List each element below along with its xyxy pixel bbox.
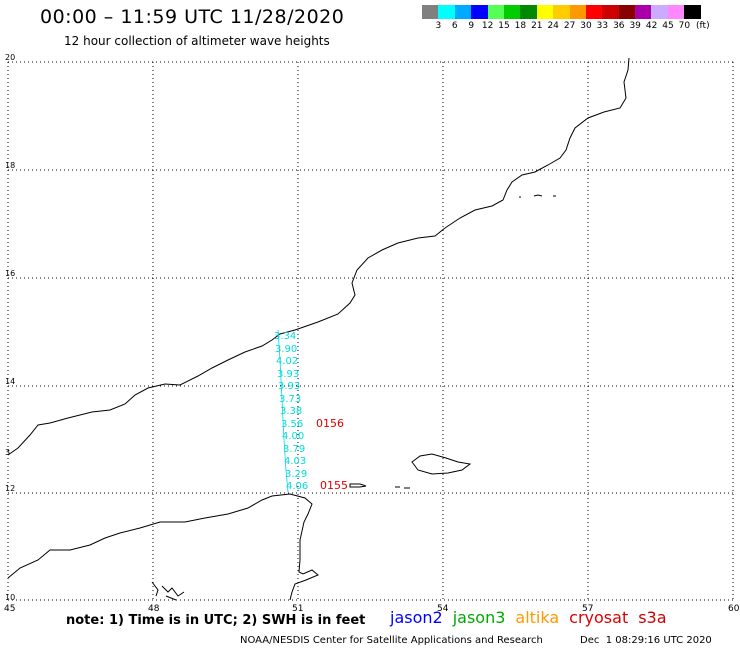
legend-swatch (602, 5, 619, 19)
legend-swatch (536, 5, 554, 19)
kuria-muria-islands (519, 194, 556, 198)
wave-height-value: 4.00 (282, 431, 304, 442)
legend-label: 45 (662, 21, 674, 31)
track-time-label: 0156 (316, 417, 344, 430)
lat-label-10: 10 (5, 593, 15, 602)
legend-label: 3 (435, 21, 442, 31)
legend-swatch (520, 5, 537, 19)
legend-swatch (651, 5, 668, 19)
altimeter-track (277, 329, 289, 493)
lon-label-57: 57 (582, 604, 593, 614)
legend-swatch (438, 5, 455, 19)
abd-al-kuri-island (349, 483, 367, 488)
lat-label-16: 16 (5, 269, 15, 278)
satellite-legend: jason2 jason3 altika cryosat s3a (390, 608, 677, 627)
legend-label: 42 (645, 21, 658, 31)
legend-label: 27 (563, 21, 576, 31)
legend-swatch (487, 5, 504, 19)
wave-height-value: 3.79 (283, 444, 305, 455)
legend-swatch (667, 5, 685, 19)
satellite-label-s3a: s3a (638, 608, 667, 627)
lon-label-54: 54 (437, 604, 449, 614)
map-title: 00:00 – 11:59 UTC 11/28/2020 (40, 6, 345, 28)
legend-swatch (684, 5, 701, 19)
legend-swatch (553, 5, 570, 19)
lat-label-18: 18 (5, 161, 15, 170)
note-text: note: 1) Time is in UTC; 2) SWH is in fe… (66, 613, 366, 628)
coastal-reefs (151, 581, 185, 601)
legend-label: 36 (613, 21, 625, 31)
legend-swatch (454, 5, 472, 19)
wave-height-value: 3.29 (285, 469, 307, 480)
legend-label: 9 (468, 21, 475, 31)
wave-height-value: 3.38 (280, 406, 302, 417)
legend-swatch (422, 5, 439, 19)
satellite-label-jason2: jason2 (390, 608, 443, 627)
wave-height-value: 4.03 (284, 456, 306, 467)
wave-height-value: 3.34 (274, 331, 296, 342)
legend-label: 18 (514, 21, 527, 31)
somali-coastline (7, 493, 319, 601)
wave-height-value: 3.93 (277, 369, 299, 380)
legend-label: 70 (678, 21, 691, 31)
legend-swatch (569, 5, 586, 19)
lon-label-45: 45 (4, 604, 15, 614)
map-subtitle: 12 hour collection of altimeter wave hei… (64, 34, 330, 48)
satellite-label-cryosat: cryosat (569, 608, 629, 627)
track-time-label: 0155 (320, 479, 348, 492)
credit-text: NOAA/NESDIS Center for Satellite Applica… (240, 635, 543, 646)
legend-label: 33 (596, 21, 609, 31)
legend-swatch (503, 5, 521, 19)
lon-label-48: 48 (148, 604, 160, 614)
legend-label: 30 (580, 21, 592, 31)
legend-label: 39 (629, 21, 641, 31)
legend-label: 21 (531, 21, 543, 31)
satellite-label-jason3: jason3 (452, 608, 506, 627)
legend-label: 15 (498, 21, 510, 31)
arabian-coastline (7, 57, 630, 456)
wave-height-value: 3.56 (281, 419, 303, 430)
lon-label-51: 51 (292, 604, 303, 614)
lat-label-12: 12 (5, 484, 15, 493)
wave-height-value: 3.90 (275, 344, 297, 355)
lon-label-60: 60 (728, 604, 740, 614)
socotra-island (411, 453, 472, 475)
lat-label-20: 20 (5, 53, 15, 62)
legend-swatch (585, 5, 603, 19)
brothers-islets (395, 486, 410, 489)
wave-height-color-legend (422, 5, 701, 19)
lat-lon-grid (7, 61, 735, 601)
lat-label-edge: 3 (5, 448, 10, 457)
legend-label: 6 (451, 21, 458, 31)
lat-label-14: 14 (5, 377, 15, 386)
legend-label: 24 (547, 21, 559, 31)
wave-height-value: 3.73 (279, 394, 301, 405)
legend-label: (ft) (696, 21, 710, 31)
legend-label: 12 (481, 21, 494, 31)
wave-height-value: 4.06 (286, 481, 308, 492)
satellite-label-altika: altika (515, 608, 560, 627)
wave-height-value: 3.93 (278, 381, 300, 392)
wave-height-value: 4.02 (276, 356, 298, 367)
legend-swatch (618, 5, 636, 19)
generated-timestamp: Dec 1 08:29:16 UTC 2020 (580, 635, 712, 646)
wave-height-values: 3.34 3.90 4.02 3.93 3.93 3.73 3.38 3.56 … (274, 331, 308, 492)
legend-swatch (471, 5, 488, 19)
legend-swatch (635, 5, 652, 19)
